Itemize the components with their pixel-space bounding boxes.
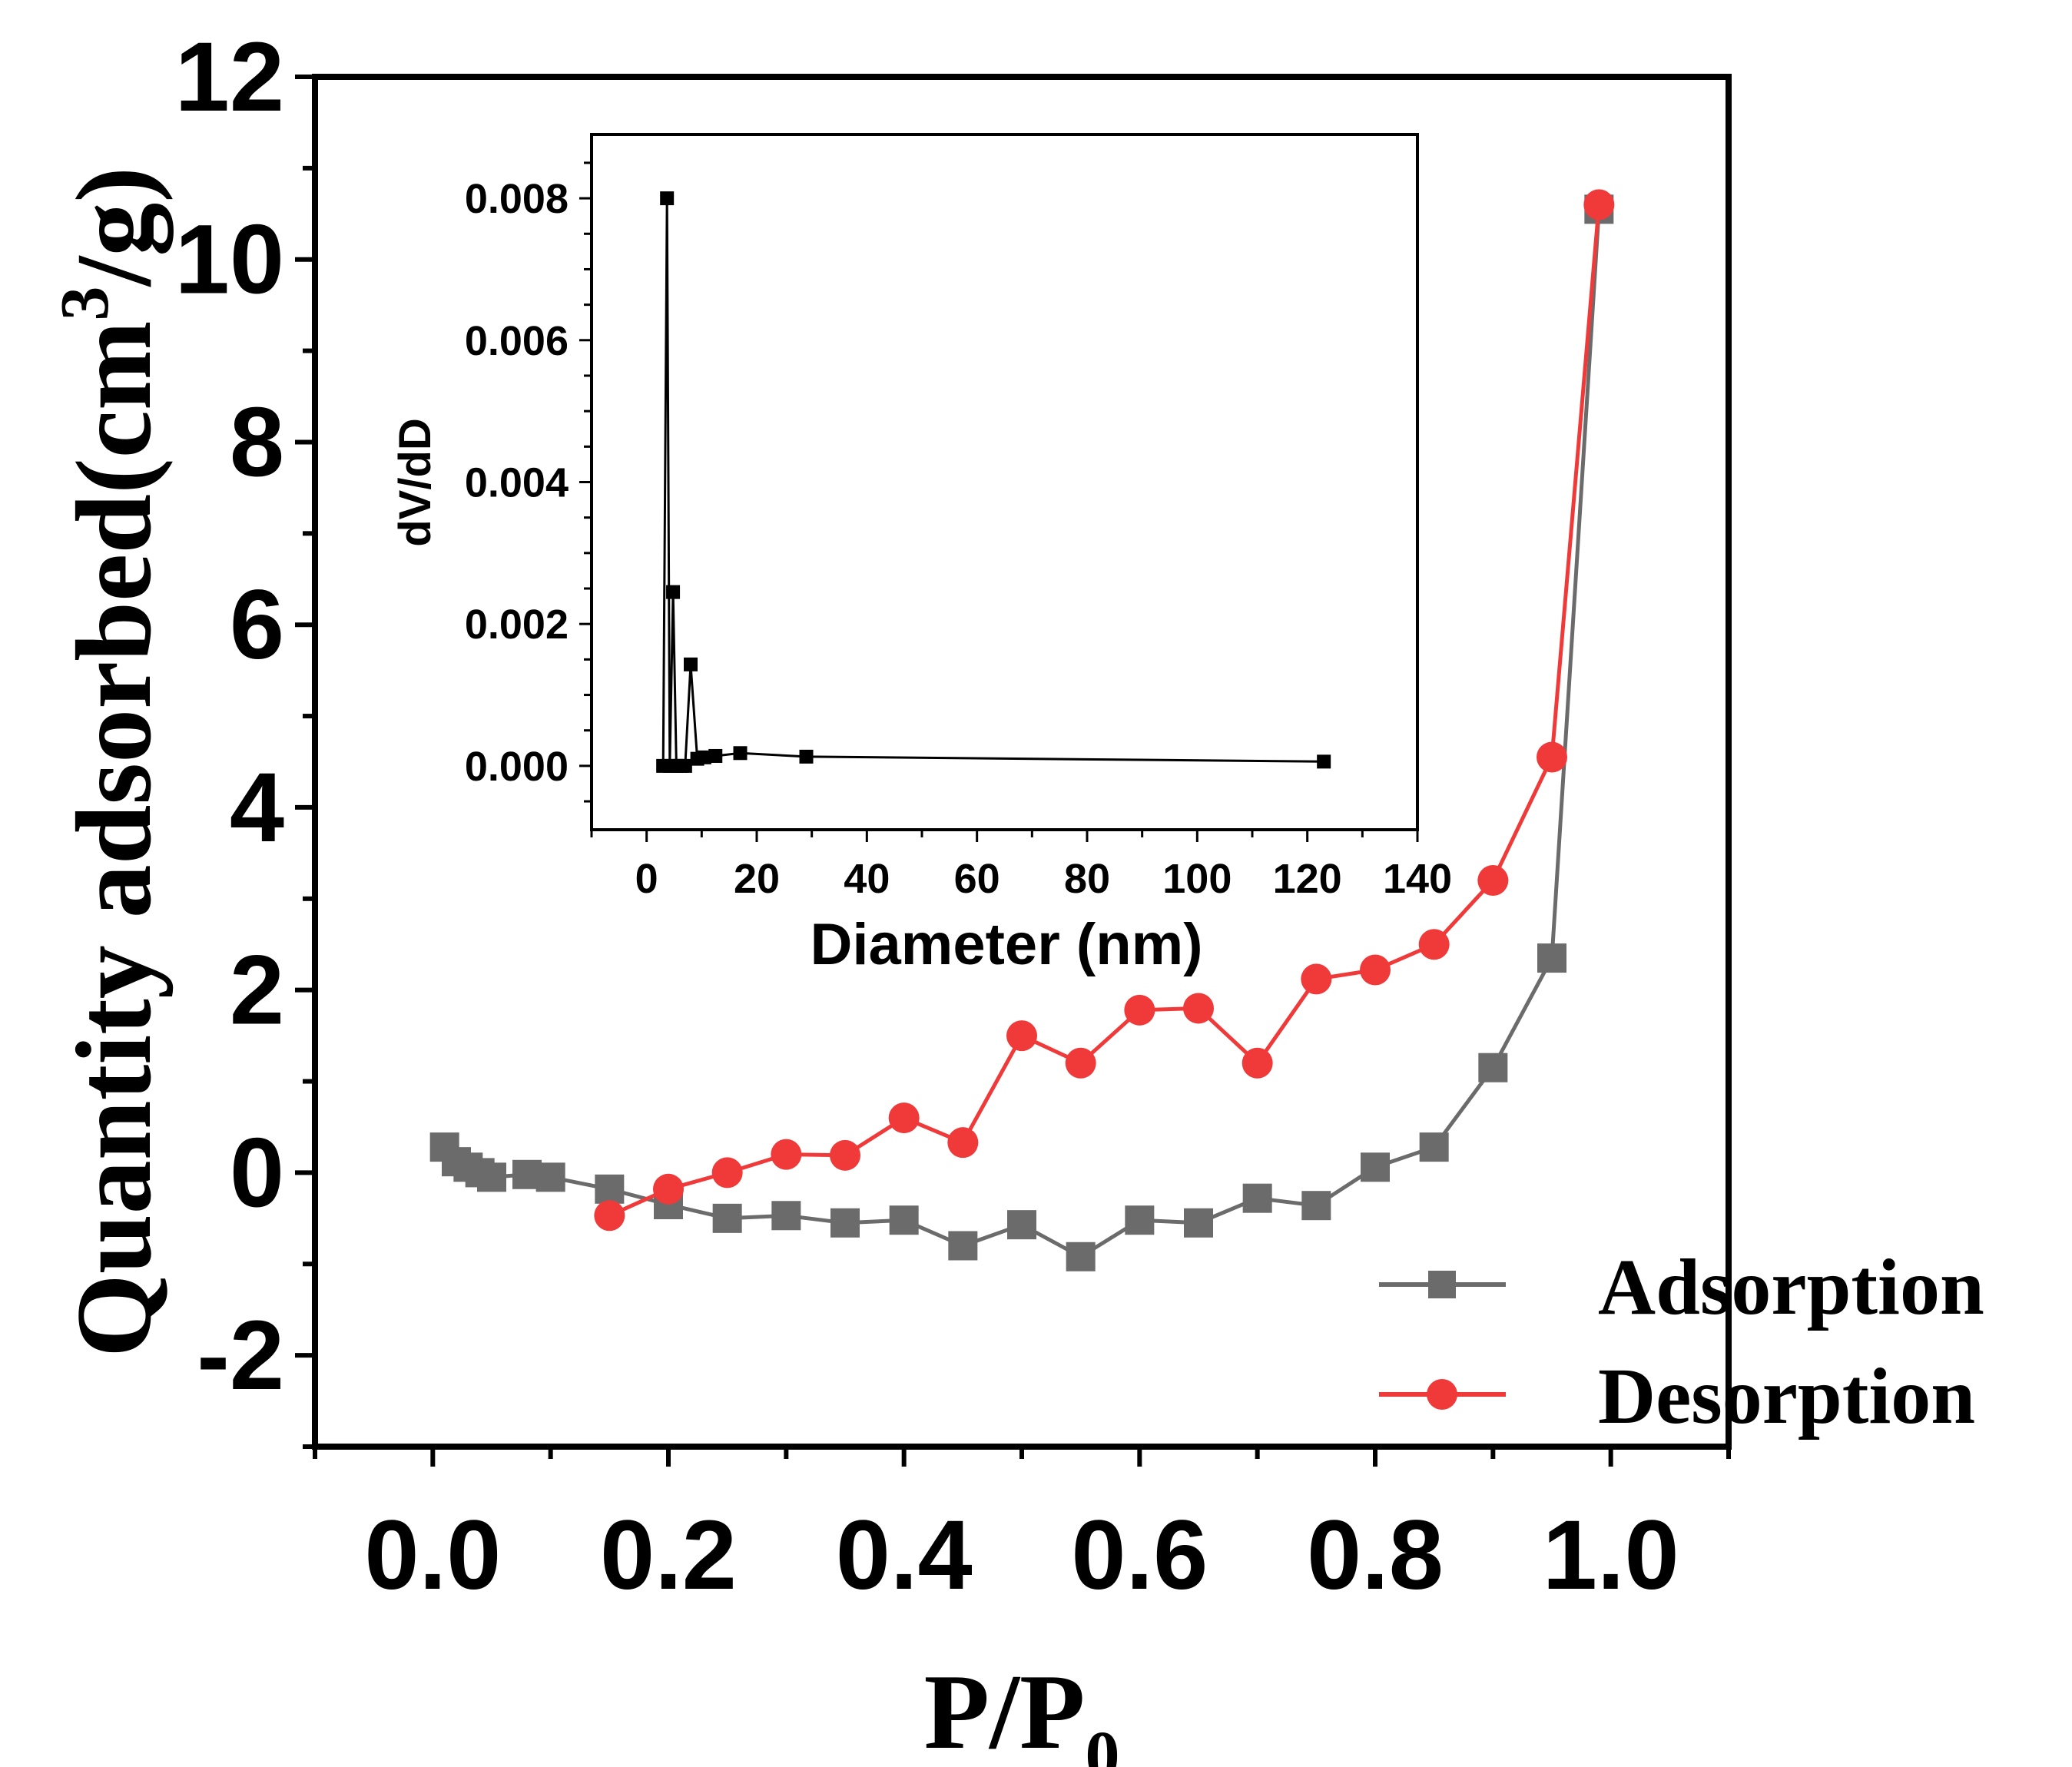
data-point-desorption [1183,993,1214,1024]
inset-y-axis-title: dV/dD [390,418,440,547]
data-point-desorption [1301,963,1332,995]
inset-data-point [666,585,681,599]
y-tick-label: 0 [230,1118,284,1228]
inset-x-tick-label: 20 [734,856,780,902]
main-x-axis-title-main: P/P [924,1653,1086,1767]
data-point-adsorption [948,1231,978,1261]
data-point-desorption [1006,1020,1037,1052]
inset-data-point [697,750,711,764]
legend-adsorption-marker [1428,1271,1456,1298]
main-y-axis-title-superscript: 3 [47,287,123,321]
data-point-adsorption [771,1201,801,1231]
data-point-adsorption [1537,943,1566,973]
data-point-adsorption [830,1208,860,1238]
data-point-adsorption [1125,1205,1155,1235]
inset-y-tick-label: 0.000 [465,744,569,790]
data-point-adsorption [1301,1191,1331,1221]
inset-background [592,134,1417,830]
inset-data-point [1317,754,1331,769]
inset-data-point [660,191,675,206]
data-point-adsorption [1066,1242,1096,1271]
main-axis-tick-labels: 0.0 0.2 0.4 0.6 0.8 1.0 -2 0 2 4 6 8 10 12 [175,22,1679,1610]
main-y-axis-title-main: Quantity adsorbed(cm [55,321,174,1358]
data-point-adsorption [1007,1210,1036,1240]
data-point-adsorption [1184,1208,1213,1238]
inset-x-axis-title: Diameter (nm) [811,912,1203,977]
inset-x-tick-label: 60 [954,856,1000,902]
inset-x-tick-label: 0 [635,856,658,902]
data-point-desorption [830,1139,860,1171]
data-point-desorption [1583,189,1615,220]
x-tick-label: 0.6 [1071,1500,1208,1610]
data-point-desorption [947,1127,979,1159]
data-point-desorption [711,1157,743,1188]
inset-data-point [684,657,698,671]
data-point-desorption [1537,741,1567,773]
data-point-desorption [1360,954,1391,986]
legend: Adsorption Desorption [1379,1243,1984,1440]
x-tick-label: 0.2 [600,1500,737,1610]
data-point-desorption [653,1173,684,1205]
inset-y-tick-label: 0.008 [465,176,569,222]
inset-data-point [678,758,692,773]
data-point-desorption [771,1139,802,1170]
legend-desorption-marker [1427,1379,1457,1410]
inset-x-tick-label: 80 [1064,856,1110,902]
data-point-desorption [1477,865,1509,897]
data-point-adsorption [1242,1183,1272,1213]
inset-y-tick-label: 0.004 [465,460,569,506]
data-point-desorption [1124,994,1155,1026]
legend-desorption-label: Desorption [1598,1352,1975,1440]
inset-y-tick-label: 0.002 [465,602,569,648]
data-point-adsorption [712,1203,742,1233]
inset-data-point [799,749,814,764]
main-y-axis-title: Quantity adsorbed(cm3/g) [47,167,174,1358]
data-point-desorption [888,1102,920,1134]
data-point-desorption [1242,1047,1273,1079]
main-y-axis-title-unit: /g) [55,167,174,288]
inset-series-layer [656,191,1331,773]
x-tick-label: 0.4 [836,1500,973,1610]
x-tick-label: 0.0 [364,1500,501,1610]
inset-x-tick-label: 100 [1162,856,1232,902]
y-tick-label: 10 [175,205,284,315]
data-point-adsorption [889,1205,919,1235]
inset-x-tick-label: 40 [844,856,890,902]
y-tick-label: 6 [230,570,284,680]
data-point-desorption [1065,1047,1096,1079]
inset-data-point [733,746,748,761]
x-tick-label: 0.8 [1307,1500,1444,1610]
y-tick-label: 12 [175,22,284,132]
inset-x-tick-label: 120 [1273,856,1342,902]
inset-data-point [708,748,723,763]
y-tick-label: 4 [230,753,284,863]
main-axis-ticks [295,75,1731,1467]
data-point-adsorption [535,1162,565,1192]
inset-x-tick-label: 140 [1383,856,1452,902]
x-tick-label: 1.0 [1543,1500,1679,1610]
main-x-axis-title-subscript: 0 [1085,1718,1119,1767]
inset-y-tick-label: 0.006 [465,318,569,364]
main-series-layer [429,189,1615,1271]
inset-chart: 0 20 40 60 80 100 120 140 0.000 0.002 0.004 0.006 0.… [390,133,1452,977]
data-point-adsorption [1361,1152,1390,1182]
y-tick-label: -2 [197,1301,284,1411]
data-point-desorption [594,1200,625,1232]
data-point-adsorption [477,1162,506,1192]
y-tick-label: 8 [230,387,284,497]
data-point-adsorption [1478,1053,1508,1082]
inset-axis-ticks [579,161,1419,842]
y-tick-label: 2 [230,936,284,1046]
data-point-adsorption [1419,1132,1449,1162]
legend-adsorption-label: Adsorption [1598,1243,1984,1331]
inset-axis-tick-labels: 0 20 40 60 80 100 120 140 0.000 0.002 0.004 0.006 0.… [465,176,1452,902]
data-point-adsorption [595,1174,625,1204]
main-x-axis-title: P/P0 [924,1653,1120,1767]
data-point-desorption [1418,929,1450,960]
